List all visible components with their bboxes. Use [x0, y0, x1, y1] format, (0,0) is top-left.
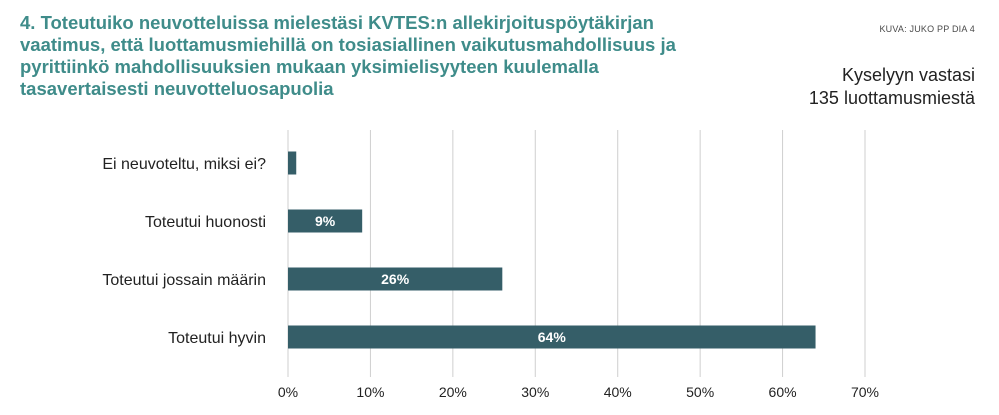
category-label: Toteutui jossain määrin [102, 272, 266, 289]
chart-title: 4. Toteutuiko neuvotteluissa mielestäsi … [20, 12, 676, 99]
x-tick-label: 60% [769, 384, 797, 400]
data-label: 26% [381, 271, 410, 287]
x-tick-label: 0% [278, 384, 298, 400]
x-tick-label: 20% [439, 384, 467, 400]
bar [288, 267, 503, 291]
category-label: Toteutui hyvin [168, 330, 266, 347]
x-tick-label: 50% [686, 384, 714, 400]
source-credit: KUVA: JUKO PP DIA 4 [879, 24, 975, 34]
category-label: Toteutui huonosti [145, 214, 266, 231]
category-label: Ei neuvoteltu, miksi ei? [102, 156, 266, 173]
bar [288, 209, 363, 233]
data-label: 9% [315, 213, 336, 229]
respondent-count-line2: 135 luottamusmiestä [808, 88, 975, 108]
x-tick-label: 40% [604, 384, 632, 400]
respondent-count-line1: Kyselyyn vastasi [841, 65, 975, 85]
x-tick-label: 30% [521, 384, 549, 400]
bar [288, 325, 816, 349]
x-tick-label: 10% [356, 384, 384, 400]
x-tick-label: 70% [851, 384, 879, 400]
respondent-count: Kyselyyn vastasi 135 luottamusmiestä [809, 64, 975, 110]
bar [288, 151, 297, 175]
data-label: 64% [538, 329, 567, 345]
